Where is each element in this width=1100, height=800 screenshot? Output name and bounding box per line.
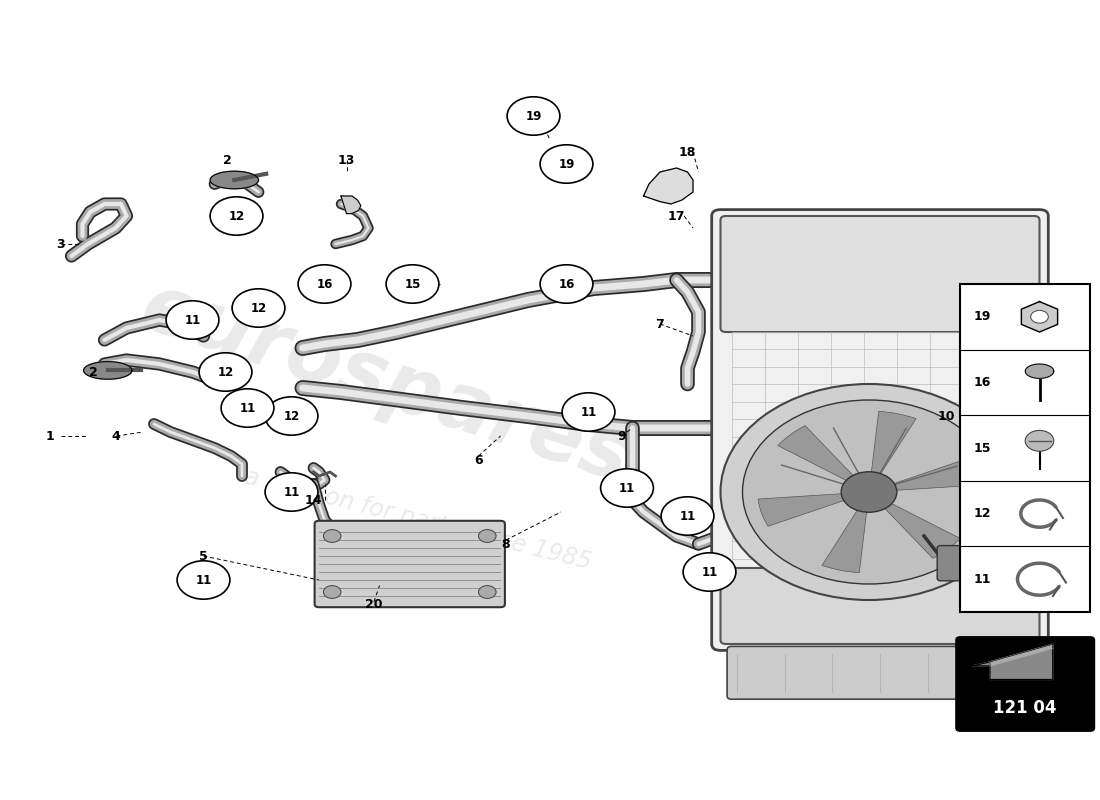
Circle shape <box>742 400 996 584</box>
Text: 6: 6 <box>474 454 483 466</box>
Text: 9: 9 <box>617 430 626 442</box>
Circle shape <box>562 393 615 431</box>
Text: 12: 12 <box>974 507 991 520</box>
Text: 12: 12 <box>229 210 244 222</box>
Text: 15: 15 <box>974 442 991 454</box>
Text: 11: 11 <box>702 566 717 578</box>
Circle shape <box>507 97 560 135</box>
Circle shape <box>683 553 736 591</box>
Text: 5: 5 <box>199 550 208 562</box>
Text: 2: 2 <box>223 154 232 166</box>
Circle shape <box>478 586 496 598</box>
Text: 19: 19 <box>559 158 574 170</box>
Circle shape <box>199 353 252 391</box>
Text: 11: 11 <box>619 482 635 494</box>
Wedge shape <box>869 492 960 558</box>
FancyBboxPatch shape <box>956 637 1094 731</box>
Polygon shape <box>972 648 1053 679</box>
Text: 12: 12 <box>284 410 299 422</box>
Wedge shape <box>869 411 916 492</box>
Circle shape <box>540 145 593 183</box>
Text: 11: 11 <box>196 574 211 586</box>
Text: 20: 20 <box>365 598 383 610</box>
Wedge shape <box>778 426 869 492</box>
Circle shape <box>720 384 1018 600</box>
Circle shape <box>210 197 263 235</box>
Text: 17: 17 <box>668 210 685 222</box>
Polygon shape <box>1022 302 1057 332</box>
Text: 16: 16 <box>559 278 574 290</box>
Text: 16: 16 <box>974 376 991 389</box>
FancyBboxPatch shape <box>727 646 1033 699</box>
Text: 1: 1 <box>45 430 54 442</box>
FancyBboxPatch shape <box>960 284 1090 612</box>
Circle shape <box>1031 310 1048 323</box>
Text: 12: 12 <box>251 302 266 314</box>
Text: 19: 19 <box>526 110 541 122</box>
Circle shape <box>232 289 285 327</box>
Wedge shape <box>869 458 980 492</box>
Text: 3: 3 <box>56 238 65 250</box>
Circle shape <box>323 586 341 598</box>
Text: 11: 11 <box>185 314 200 326</box>
Circle shape <box>661 497 714 535</box>
Polygon shape <box>990 644 1053 666</box>
Wedge shape <box>822 492 869 573</box>
Circle shape <box>478 530 496 542</box>
Polygon shape <box>341 196 361 214</box>
Circle shape <box>1025 430 1054 451</box>
Circle shape <box>265 473 318 511</box>
FancyBboxPatch shape <box>315 521 505 607</box>
Circle shape <box>601 469 653 507</box>
Polygon shape <box>644 168 693 204</box>
Circle shape <box>323 530 341 542</box>
Circle shape <box>265 397 318 435</box>
Text: 10: 10 <box>937 410 955 422</box>
FancyBboxPatch shape <box>937 546 971 581</box>
Text: eurospares: eurospares <box>131 268 639 500</box>
Text: a passion for parts since 1985: a passion for parts since 1985 <box>242 465 594 575</box>
Text: 11: 11 <box>581 406 596 418</box>
Text: 16: 16 <box>317 278 332 290</box>
FancyBboxPatch shape <box>712 210 1048 650</box>
Text: 121 04: 121 04 <box>993 699 1057 717</box>
Text: 11: 11 <box>974 573 991 586</box>
Text: 2: 2 <box>89 366 98 378</box>
Text: 13: 13 <box>338 154 355 166</box>
Circle shape <box>842 472 896 512</box>
Polygon shape <box>210 171 258 189</box>
Text: 11: 11 <box>240 402 255 414</box>
Wedge shape <box>758 492 869 526</box>
Circle shape <box>166 301 219 339</box>
Text: 11: 11 <box>680 510 695 522</box>
Circle shape <box>298 265 351 303</box>
FancyBboxPatch shape <box>720 568 1040 644</box>
Circle shape <box>221 389 274 427</box>
Text: 19: 19 <box>974 310 991 323</box>
Text: 7: 7 <box>656 318 664 330</box>
Text: 15: 15 <box>405 278 420 290</box>
Circle shape <box>540 265 593 303</box>
Text: 4: 4 <box>111 430 120 442</box>
Text: 14: 14 <box>305 494 322 506</box>
Circle shape <box>177 561 230 599</box>
Text: 8: 8 <box>502 538 510 550</box>
FancyBboxPatch shape <box>720 216 1040 332</box>
Polygon shape <box>1025 364 1054 378</box>
Text: 12: 12 <box>218 366 233 378</box>
Text: 18: 18 <box>679 146 696 158</box>
Polygon shape <box>84 362 132 379</box>
Circle shape <box>386 265 439 303</box>
Text: 11: 11 <box>284 486 299 498</box>
